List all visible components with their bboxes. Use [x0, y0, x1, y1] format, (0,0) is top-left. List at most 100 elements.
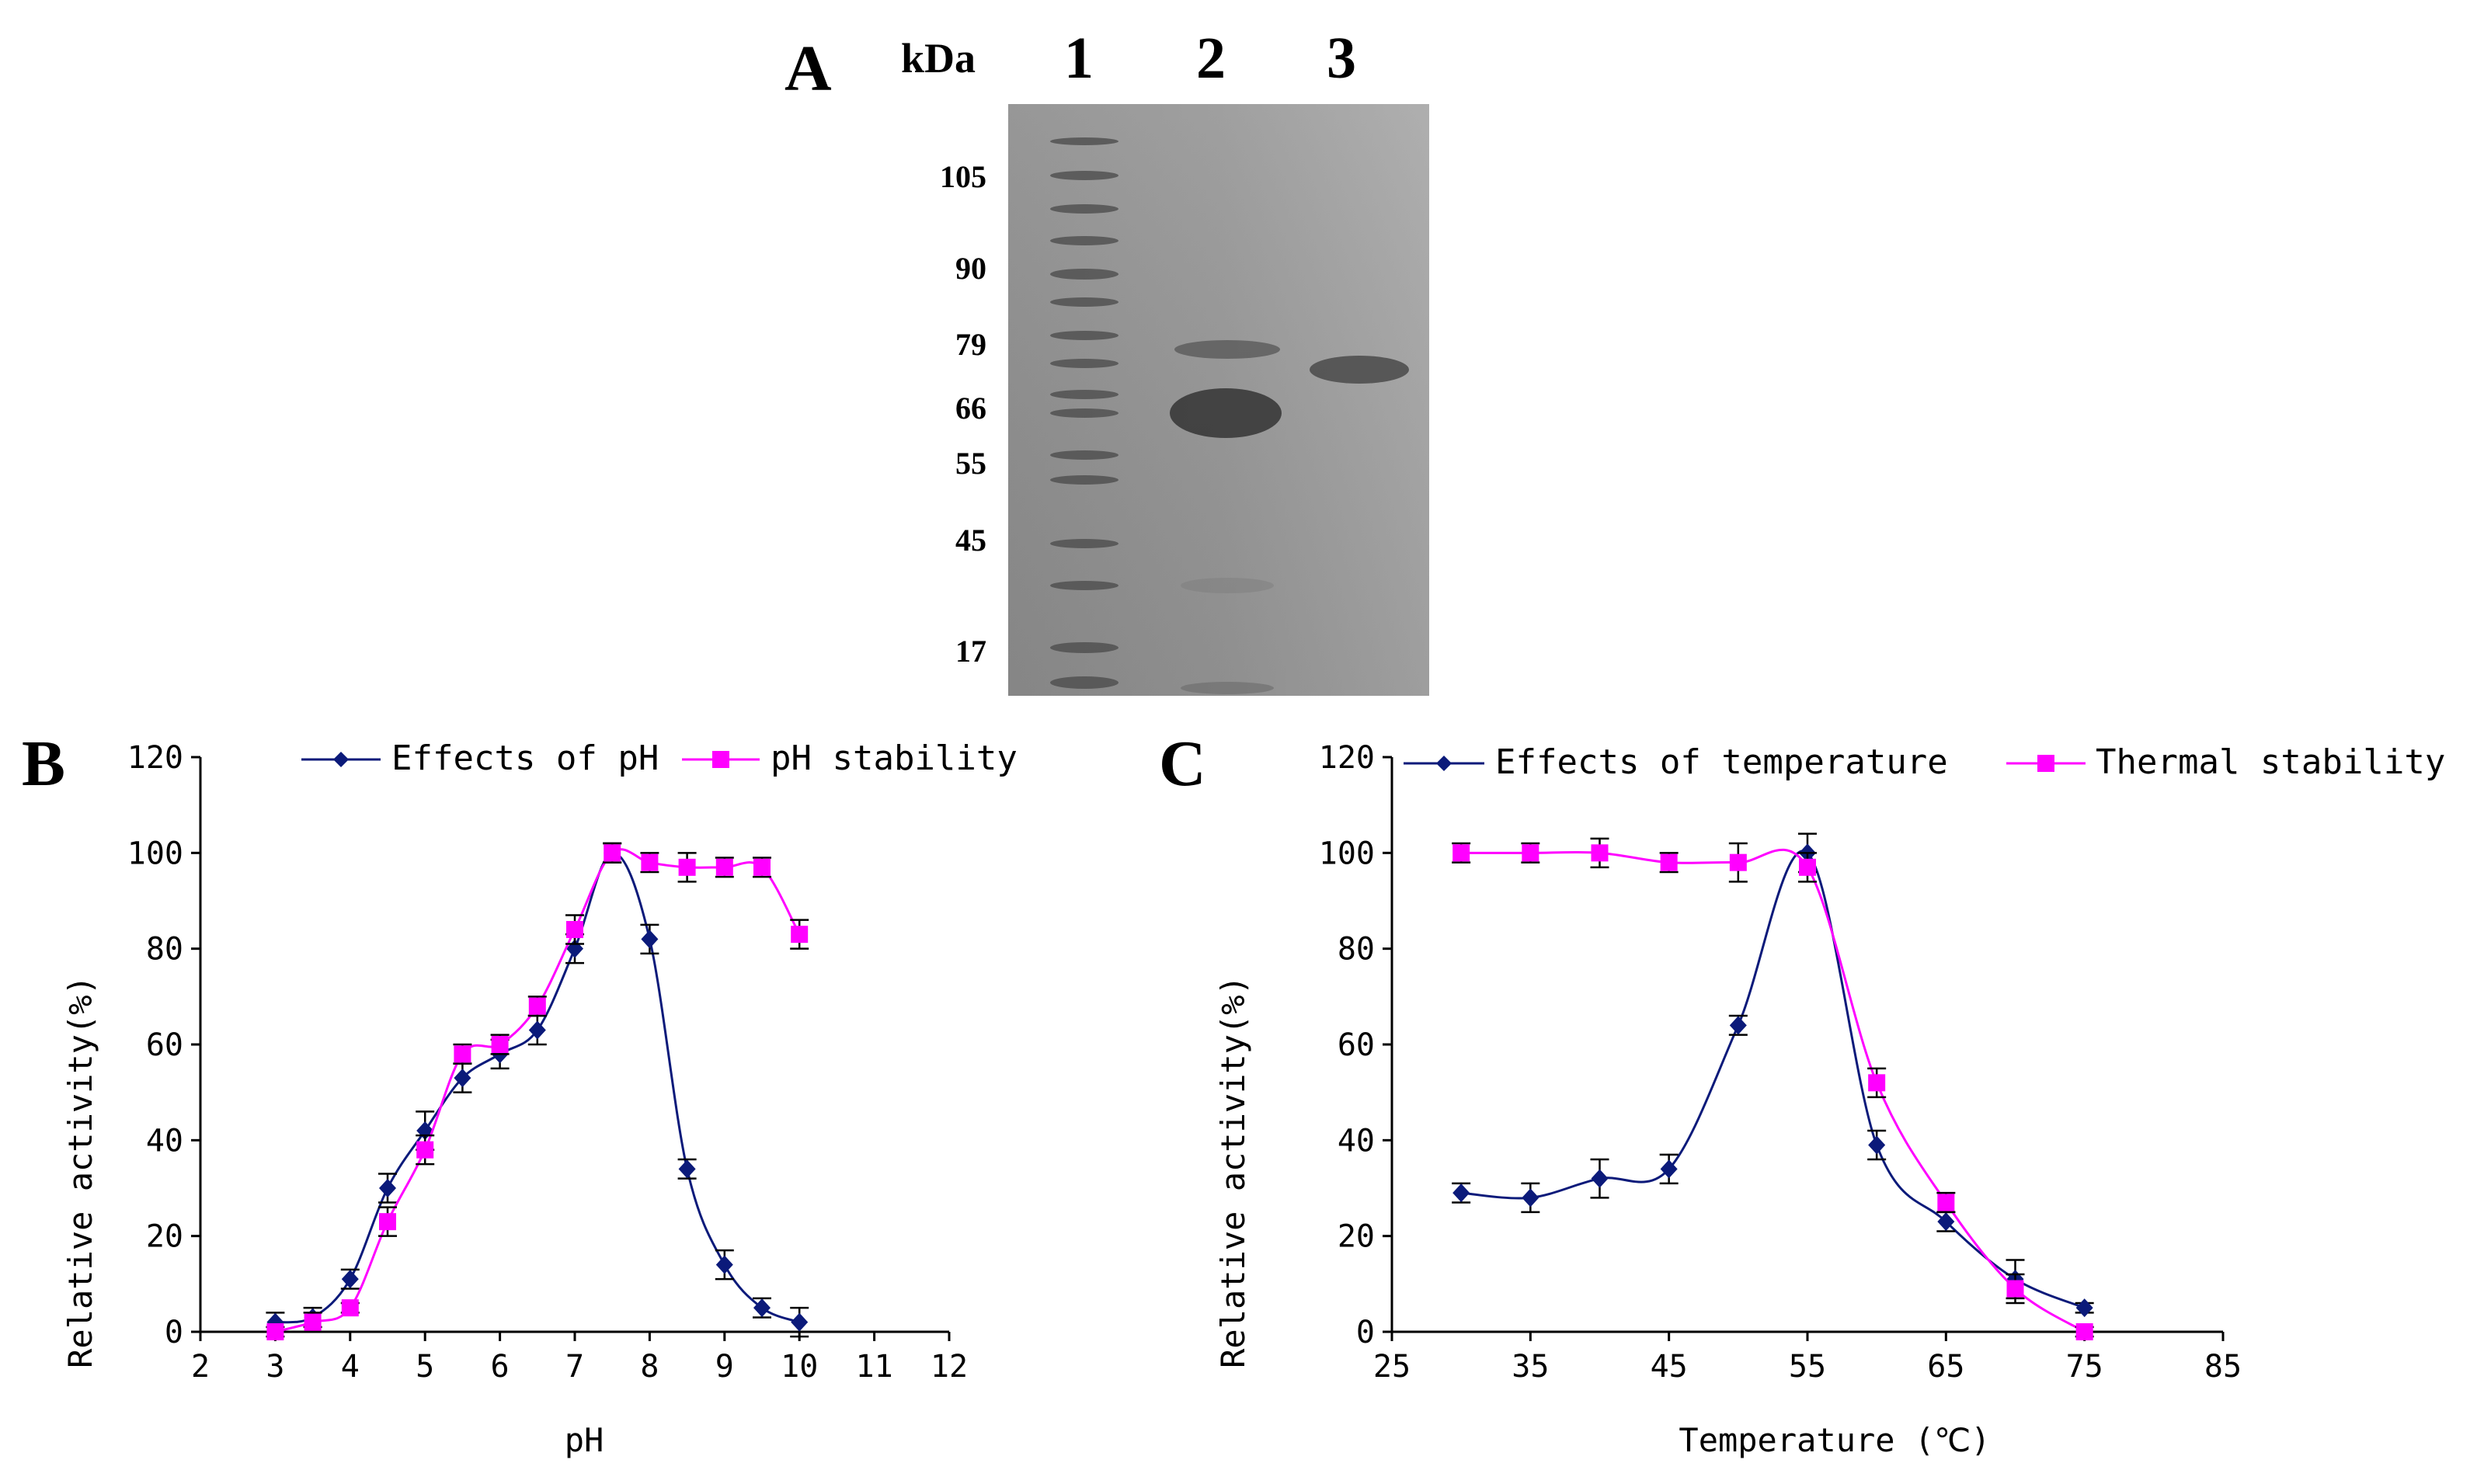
gel-lane-label-1: 1: [1064, 26, 1094, 91]
y-tick-label: 80: [146, 932, 183, 968]
data-point: [715, 1255, 733, 1274]
chart-ph-legend: Effects of pH pH stability: [301, 739, 1018, 778]
data-point: [528, 1020, 546, 1040]
y-tick-label: 40: [146, 1123, 183, 1159]
data-point: [266, 1323, 284, 1340]
y-axis-label: Relative activity(%): [61, 975, 99, 1368]
data-point: [1868, 1074, 1886, 1092]
data-point: [266, 1312, 284, 1332]
x-tick-label: 65: [1927, 1349, 1964, 1385]
data-point: [454, 1069, 471, 1088]
y-tick-label: 60: [146, 1027, 183, 1063]
data-point: [715, 858, 733, 876]
panel-label-a: A: [784, 33, 832, 105]
y-axis-label: Relative activity(%): [1214, 975, 1252, 1368]
x-tick-label: 75: [2066, 1349, 2103, 1385]
x-tick-label: 25: [1373, 1349, 1411, 1385]
gel-ladder-bands: [1050, 137, 1118, 689]
data-point: [566, 921, 583, 938]
series-line-0: [1461, 850, 2086, 1309]
data-point: [416, 1141, 434, 1159]
legend-marker-square-icon: [2037, 755, 2054, 772]
data-point: [604, 844, 621, 862]
legend-label-thermal-stability: Thermal stability: [2096, 742, 2445, 782]
data-point: [2006, 1280, 2024, 1298]
gel-marker-label: 90: [955, 251, 986, 286]
x-tick-label: 85: [2204, 1349, 2242, 1385]
data-point: [791, 926, 809, 944]
data-point: [1522, 844, 1539, 862]
chart-temperature: 0 20 40 60 80 100 120 25 35 45 55 65 75 85 Effects of…: [1214, 740, 2445, 1459]
y-tick-label: 120: [1319, 740, 1375, 776]
x-tick-label: 9: [715, 1349, 734, 1385]
gel-marker-label: 45: [955, 523, 986, 558]
legend-marker-diamond-icon: [333, 752, 349, 767]
data-point: [1868, 1135, 1886, 1155]
gel-marker-label: 17: [955, 634, 986, 669]
panel-label-c: C: [1159, 728, 1206, 800]
sds-page-gel-image: [1008, 104, 1429, 696]
y-tick-label: 100: [127, 836, 183, 871]
x-tick-label: 11: [856, 1349, 893, 1385]
y-tick-label: 60: [1338, 1027, 1375, 1063]
x-tick-label: 10: [781, 1349, 818, 1385]
x-tick-label: 7: [565, 1349, 584, 1385]
data-point: [1452, 1183, 1470, 1203]
gel-lane-label-3: 3: [1327, 26, 1356, 91]
legend-marker-diamond-icon: [1436, 756, 1452, 771]
legend-marker-square-icon: [712, 751, 729, 768]
data-point: [678, 858, 696, 876]
gel-marker-label: 105: [940, 159, 986, 194]
data-point: [1452, 844, 1470, 862]
x-tick-label: 8: [640, 1349, 659, 1385]
data-point: [1937, 1194, 1955, 1211]
data-point: [641, 930, 659, 949]
chart-temperature-axes: 0 20 40 60 80 100 120 25 35 45 55 65 75 85: [1319, 740, 2242, 1385]
data-point: [528, 997, 546, 1015]
gel-marker-label: 66: [955, 391, 986, 426]
gel-marker-label: 55: [955, 446, 986, 481]
y-tick-label: 20: [1338, 1219, 1375, 1255]
gel-lane2-bands: [1170, 340, 1282, 694]
y-tick-label: 80: [1338, 932, 1375, 968]
y-tick-label: 0: [165, 1315, 183, 1350]
data-point: [791, 1312, 809, 1332]
data-point: [2075, 1298, 2093, 1318]
y-tick-label: 40: [1338, 1123, 1375, 1159]
data-point: [491, 1036, 509, 1053]
data-point: [1729, 853, 1747, 871]
legend-label-ph-stability: pH stability: [771, 739, 1018, 778]
chart-temperature-legend: Effects of temperature Thermal stability: [1404, 742, 2445, 782]
data-point: [753, 858, 771, 876]
chart-temperature-series: [1452, 832, 2094, 1340]
legend-label-effects-of-temperature: Effects of temperature: [1495, 742, 1948, 782]
y-tick-label: 100: [1319, 836, 1375, 871]
x-tick-label: 5: [416, 1349, 434, 1385]
data-point: [304, 1313, 322, 1331]
data-point: [2075, 1323, 2093, 1340]
data-point: [454, 1045, 471, 1063]
data-point: [1799, 858, 1816, 876]
chart-ph-axes: 0 20 40 60 80 100 120 2 3 4 5 6 7 8 9 10 11 12: [127, 740, 968, 1385]
data-point: [379, 1213, 396, 1231]
series-line-1: [1461, 848, 2086, 1333]
gel-lane3-band: [1310, 356, 1409, 384]
x-tick-label: 12: [931, 1349, 968, 1385]
data-point: [341, 1299, 359, 1317]
x-tick-label: 6: [491, 1349, 510, 1385]
y-tick-label: 0: [1356, 1315, 1375, 1350]
x-tick-label: 4: [341, 1349, 360, 1385]
y-tick-label: 120: [127, 740, 183, 776]
data-point: [753, 1298, 771, 1318]
data-point: [1591, 844, 1609, 862]
x-tick-label: 45: [1651, 1349, 1688, 1385]
gel-lane-label-2: 2: [1196, 26, 1226, 91]
data-point: [1591, 1169, 1609, 1188]
chart-ph: 0 20 40 60 80 100 120 2 3 4 5 6 7 8 9 10 11 12 Effects of…: [61, 739, 1018, 1459]
series-line-0: [275, 851, 800, 1324]
x-tick-label: 2: [191, 1349, 210, 1385]
data-point: [1522, 1188, 1539, 1208]
data-point: [678, 1159, 696, 1179]
x-axis-label: Temperature (℃): [1679, 1421, 1990, 1459]
chart-ph-series: [266, 842, 809, 1340]
